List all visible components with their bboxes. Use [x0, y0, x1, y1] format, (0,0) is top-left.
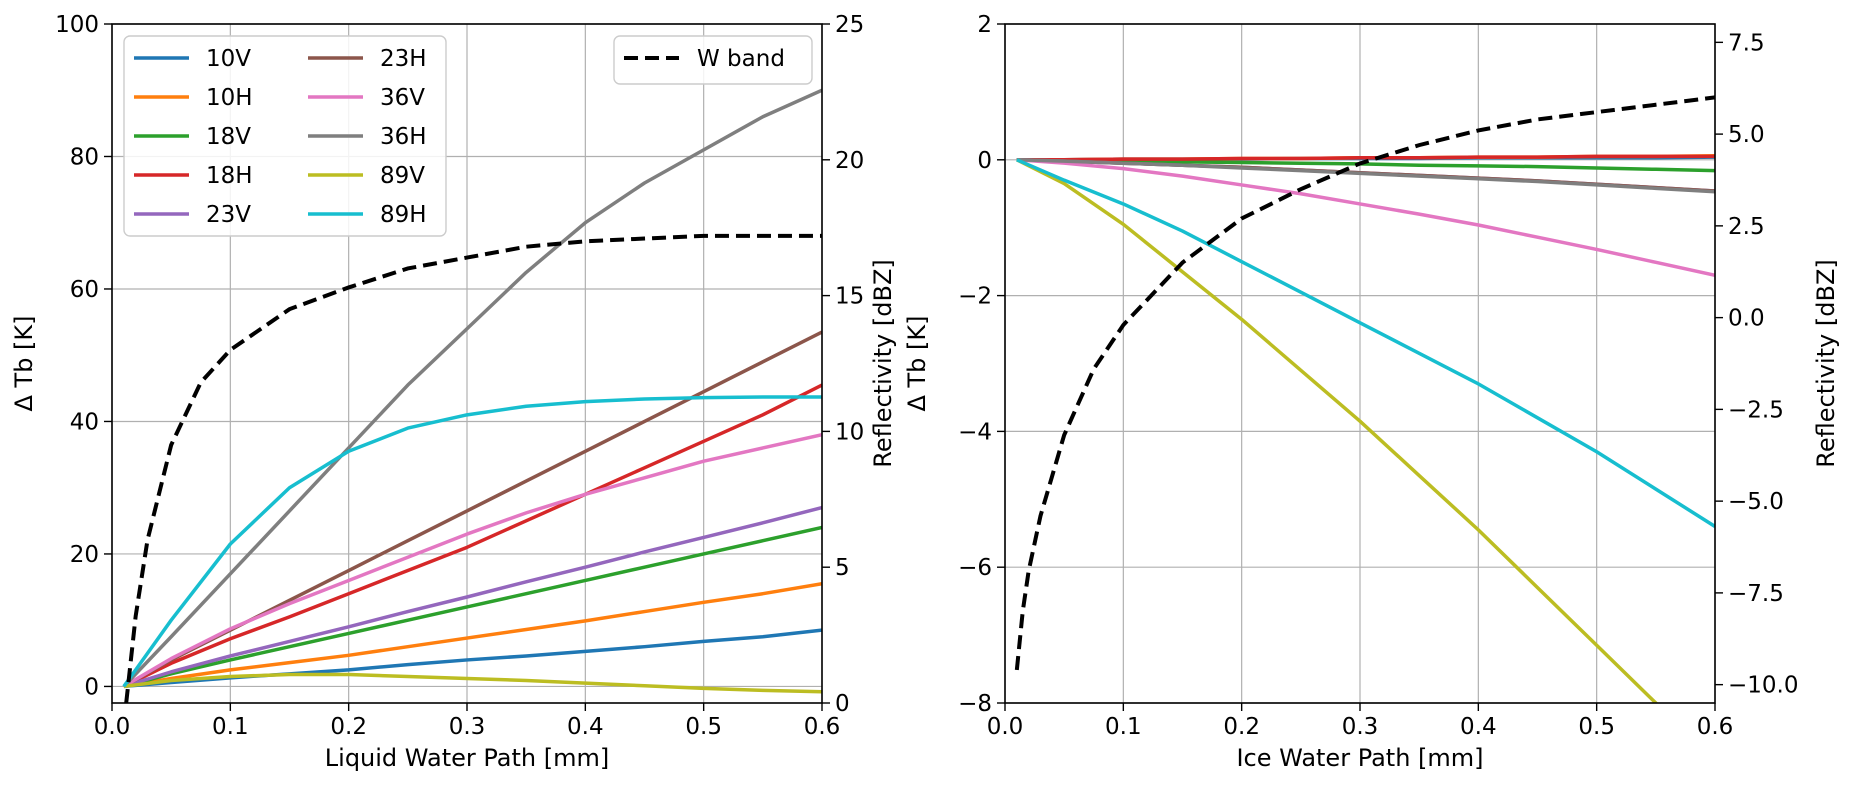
y-tick-label: −6 [958, 555, 992, 581]
y-right-tick-label: 10 [835, 419, 864, 445]
legend-label-10v: 10V [206, 46, 251, 72]
x-tick-label: 0.1 [1105, 714, 1142, 740]
x-tick-label: 0.4 [567, 714, 604, 740]
y-tick-label: 80 [70, 144, 99, 170]
y-right-axis-label: Reflectivity [dBZ] [1812, 259, 1840, 468]
series-line-series-8 [1016, 158, 1659, 703]
series-line-series-9 [1016, 158, 1715, 528]
legend-label-23h: 23H [380, 46, 427, 72]
plot-area [1014, 95, 1715, 703]
y-tick-label: 0 [977, 148, 992, 174]
legend-label-36v: 36V [380, 85, 425, 111]
y-tick-label: 40 [70, 409, 99, 435]
chart-ice-water-path: 0.0 0.1 0.2 0.3 0.4 0.5 0.6 −8 −6 −4 −2 0 2 −10.0 −7.5… [903, 12, 1840, 772]
chart-liquid-water-path: 0.0 0.1 0.2 0.3 0.4 0.5 0.60204060801000510152… [10, 12, 897, 772]
y-right-tick-label: −2.5 [1728, 397, 1784, 423]
x-tick-label: 0.6 [804, 714, 841, 740]
w-band-line [124, 233, 822, 703]
y-right-tick-label: −7.5 [1728, 581, 1784, 607]
x-tick-label: 0.0 [987, 714, 1024, 740]
series-line-18v [123, 525, 822, 689]
y-right-tick-label: 5.0 [1728, 122, 1765, 148]
y-right-tick-label: 0 [835, 691, 850, 717]
y-tick-label: 20 [70, 542, 99, 568]
series-line-36v [122, 433, 822, 688]
series-line-series-6 [1016, 158, 1715, 277]
legend-right: W band [613, 35, 813, 85]
y-right-tick-label: 7.5 [1728, 30, 1765, 56]
x-tick-label: 0.0 [94, 714, 131, 740]
legend-label-89v: 89V [380, 163, 425, 189]
x-axis-label: Liquid Water Path [mm] [325, 744, 609, 772]
y-tick-label: 2 [977, 12, 992, 38]
legend-right-box [613, 35, 813, 85]
legend-label-89h: 89H [380, 202, 427, 228]
y-right-tick-label: 25 [835, 12, 864, 38]
series-line-89h [122, 395, 822, 688]
x-tick-label: 0.2 [1223, 714, 1260, 740]
y-right-tick-label: −10.0 [1728, 673, 1798, 699]
series-line-23h [122, 330, 822, 688]
y-tick-label: −8 [958, 691, 992, 717]
series-line-36h [122, 88, 822, 688]
legend-label-18h: 18H [206, 163, 253, 189]
legend-label-23v: 23V [206, 202, 251, 228]
x-tick-label: 0.1 [212, 714, 249, 740]
legend-label-10h: 10H [206, 85, 253, 111]
x-tick-label: 0.5 [685, 714, 722, 740]
series-line-18h [123, 383, 822, 689]
y-tick-label: −2 [958, 284, 992, 310]
x-tick-label: 0.3 [1342, 714, 1379, 740]
y-tick-label: 100 [55, 12, 99, 38]
legend-label-36h: 36H [380, 124, 427, 150]
y-axis-label: Δ Tb [K] [10, 315, 38, 411]
y-right-tick-label: 15 [835, 284, 864, 310]
y-right-tick-label: 20 [835, 148, 864, 174]
legend-label-w-band: W band [697, 46, 785, 72]
y-tick-label: −4 [958, 419, 992, 445]
x-tick-label: 0.5 [1578, 714, 1615, 740]
y-right-tick-label: 2.5 [1728, 214, 1765, 240]
y-right-axis-label: Reflectivity [dBZ] [869, 259, 897, 468]
x-tick-label: 0.2 [330, 714, 367, 740]
y-right-tick-label: −5.0 [1728, 489, 1784, 515]
x-tick-label: 0.6 [1697, 714, 1734, 740]
y-right-tick-label: 0.0 [1728, 306, 1765, 332]
series-line-series-7 [1016, 158, 1715, 194]
y-tick-label: 60 [70, 277, 99, 303]
y-axis-label: Δ Tb [K] [903, 315, 931, 411]
legend-box [123, 35, 447, 237]
y-right-tick-label: 5 [835, 555, 850, 581]
x-axis-label: Ice Water Path [mm] [1236, 744, 1483, 772]
x-tick-label: 0.4 [1460, 714, 1497, 740]
series-line-series-3 [1016, 154, 1715, 162]
legend: 10V 10H 18V 18H 23V 23H 36V 36H 89V 89H [123, 35, 447, 237]
w-band-line [1014, 95, 1715, 671]
x-tick-label: 0.3 [449, 714, 486, 740]
legend-label-18v: 18V [206, 124, 251, 150]
series-line-23v [123, 505, 822, 689]
series-line-10h [123, 582, 822, 689]
series-line-89v [123, 672, 822, 694]
y-tick-label: 0 [84, 674, 99, 700]
plot-area [122, 88, 822, 703]
